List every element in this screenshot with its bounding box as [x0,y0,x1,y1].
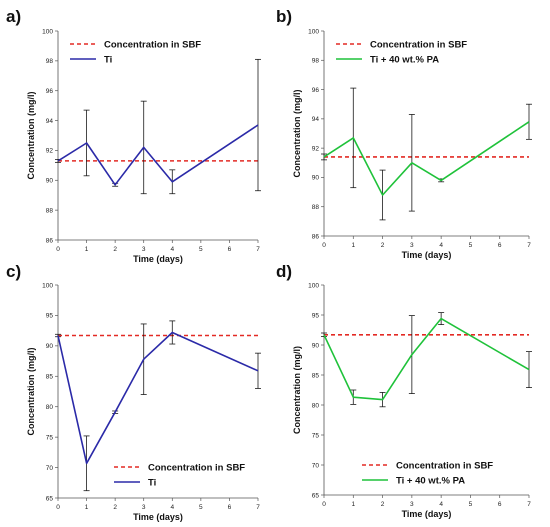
x-tick-label: 1 [85,504,89,511]
x-tick-label: 7 [256,504,260,511]
y-tick-label: 80 [46,404,54,411]
x-tick-label: 2 [113,504,117,511]
x-tick-label: 6 [228,246,232,253]
y-tick-label: 92 [46,148,54,155]
y-tick-label: 90 [312,175,320,182]
y-tick-label: 94 [46,118,54,125]
x-tick-label: 4 [170,246,174,253]
chart-panel-4: d) 65 70 75 80 85 90 95 100 0 1 2 3 4 5 6 7 Time (days) Co… [276,262,532,519]
x-tick-label: 7 [527,242,531,249]
y-tick-label: 70 [312,462,320,469]
y-tick-label: 65 [312,492,320,499]
x-tick-label: 5 [469,242,473,249]
panel-letter: b) [276,7,292,26]
panel-letter: a) [6,7,21,26]
x-tick-label: 3 [410,242,414,249]
legend: Concentration in SBF Ti + 40 wt.% PA [336,40,467,66]
legend: Concentration in SBF Ti [70,40,201,66]
x-tick-label: 0 [56,246,60,253]
x-tick-label: 0 [322,242,326,249]
x-axis-label: Time (days) [133,254,183,264]
x-tick-label: 2 [113,246,117,253]
y-tick-label: 100 [42,28,53,35]
x-tick-label: 6 [228,504,232,511]
legend: Concentration in SBF Ti + 40 wt.% PA [362,461,493,487]
chart-panel-1: a) 86 88 90 92 94 96 98 100 0 1 2 3 4 5 6 7 Time (days) Co… [6,7,261,264]
x-tick-label: 6 [498,501,502,508]
y-axis-label: Concentration (mg/l) [26,92,36,180]
y-tick-label: 86 [312,233,320,240]
y-tick-label: 90 [46,178,54,185]
y-tick-label: 80 [312,402,320,409]
x-tick-label: 0 [56,504,60,511]
x-tick-label: 2 [381,242,385,249]
chart-panel-3: c) 65 70 75 80 85 90 95 100 0 1 2 3 4 5 6 7 Time (days) Co… [6,262,261,522]
legend-label-reference: Concentration in SBF [396,461,493,472]
y-tick-label: 96 [312,87,320,94]
series-line [57,124,259,186]
x-tick-label: 7 [256,246,260,253]
y-tick-label: 95 [46,313,54,320]
y-tick-label: 88 [312,204,320,211]
y-tick-label: 85 [312,372,320,379]
legend-label-reference: Concentration in SBF [104,40,201,51]
legend-label-series: Ti [104,55,112,66]
y-tick-label: 92 [312,145,320,152]
y-tick-label: 98 [46,58,54,65]
x-axis-label: Time (days) [133,512,183,522]
x-axis-label: Time (days) [402,509,452,519]
x-tick-label: 5 [469,501,473,508]
y-axis-label: Concentration (mg/l) [292,90,302,178]
legend: Concentration in SBF Ti [114,463,245,489]
y-tick-label: 100 [308,282,319,289]
legend-label-reference: Concentration in SBF [148,463,245,474]
series-line [323,317,530,401]
x-tick-label: 4 [170,504,174,511]
legend-label-reference: Concentration in SBF [370,40,467,51]
y-tick-label: 70 [46,465,54,472]
y-tick-label: 96 [46,88,54,95]
x-tick-label: 1 [351,501,355,508]
y-axis-label: Concentration (mg/l) [26,348,36,436]
legend-label-series: Ti + 40 wt.% PA [396,476,465,487]
y-tick-label: 90 [312,342,320,349]
panel-letter: c) [6,262,21,281]
y-tick-label: 75 [46,434,54,441]
x-tick-label: 5 [199,246,203,253]
y-axis-label: Concentration (mg/l) [292,346,302,434]
x-tick-label: 6 [498,242,502,249]
y-tick-label: 94 [312,116,320,123]
x-tick-label: 1 [85,246,89,253]
y-tick-label: 98 [312,58,320,65]
y-tick-label: 90 [46,343,54,350]
y-tick-label: 100 [308,28,319,35]
legend-label-series: Ti + 40 wt.% PA [370,55,439,66]
x-tick-label: 4 [439,501,443,508]
y-tick-label: 86 [46,237,54,244]
x-tick-label: 7 [527,501,531,508]
x-tick-label: 3 [410,501,414,508]
panel-letter: d) [276,262,292,281]
y-tick-label: 85 [46,374,54,381]
x-tick-label: 1 [351,242,355,249]
y-tick-label: 88 [46,207,54,214]
x-tick-label: 5 [199,504,203,511]
x-axis-label: Time (days) [402,250,452,260]
y-tick-label: 75 [312,432,320,439]
x-tick-label: 2 [381,501,385,508]
series-line [323,121,530,196]
y-tick-label: 100 [42,282,53,289]
y-tick-label: 65 [46,495,54,502]
x-tick-label: 0 [322,501,326,508]
x-tick-label: 3 [142,246,146,253]
y-tick-label: 95 [312,312,320,319]
x-tick-label: 3 [142,504,146,511]
legend-label-series: Ti [148,478,156,489]
chart-panel-2: b) 86 88 90 92 94 96 98 100 0 1 2 3 4 5 6 7 Time (days) Co… [276,7,532,260]
x-tick-label: 4 [439,242,443,249]
series-line [57,331,259,465]
